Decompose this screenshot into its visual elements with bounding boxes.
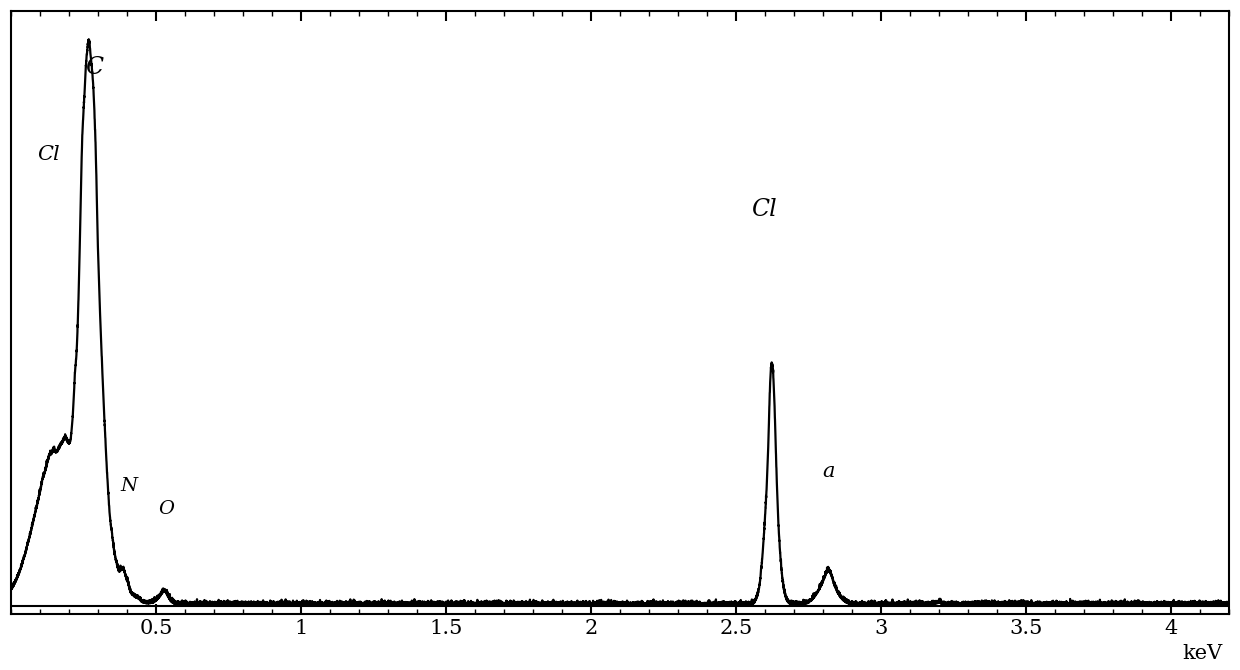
Text: keV: keV: [1183, 645, 1223, 663]
Text: C: C: [84, 56, 103, 79]
Text: a: a: [822, 462, 835, 481]
Text: Cl: Cl: [750, 198, 776, 220]
Text: O: O: [159, 500, 175, 518]
Text: N: N: [120, 477, 138, 495]
Text: Cl: Cl: [37, 145, 60, 164]
